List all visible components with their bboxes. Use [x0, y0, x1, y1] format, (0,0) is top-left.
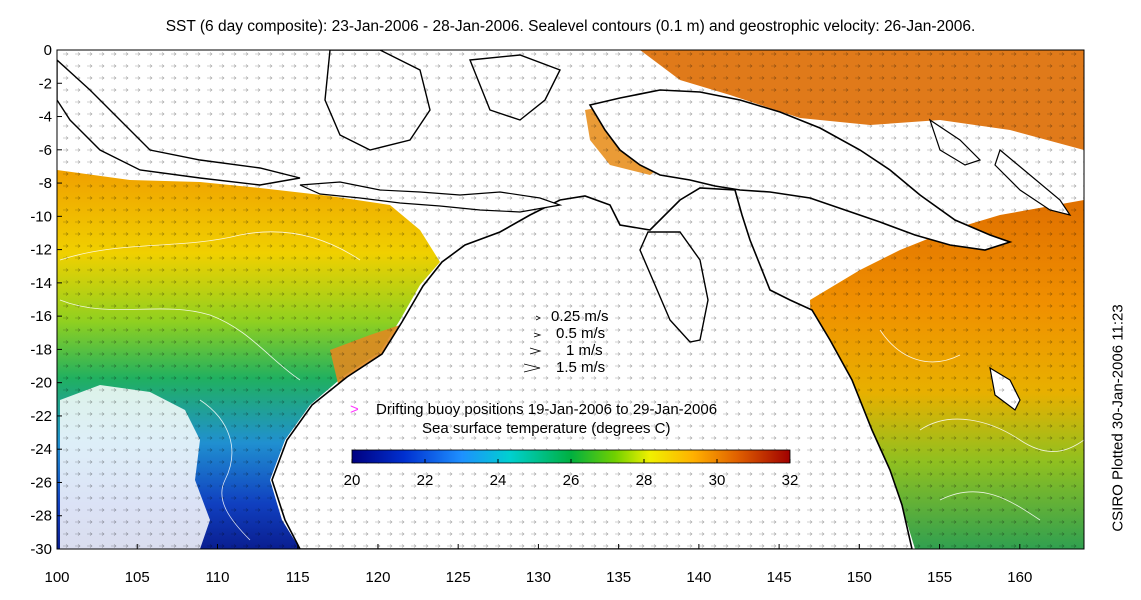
y-tick-label: -22	[30, 408, 52, 425]
x-axis-ticks: 100 105 110 115 120 125 130 135 140 145 150 155 160	[44, 544, 1032, 586]
y-tick-label: -18	[30, 341, 52, 358]
y-axis-ticks: 0 -2 -4 -6 -8 -10 -12 -14 -16 -18 -20 -22 -24 -26 -28 -…	[30, 42, 62, 558]
y-tick-label: -10	[30, 208, 52, 225]
colorbar-tick-label: 20	[343, 472, 361, 489]
x-tick-label: 115	[286, 569, 310, 586]
y-tick-label: -24	[30, 441, 52, 458]
sealevel-contours	[59, 231, 1084, 541]
arrow-1	[529, 347, 542, 355]
y-tick-label: -16	[30, 308, 52, 325]
x-tick-label: 160	[1007, 569, 1032, 586]
colorbar-ticks	[351, 459, 791, 463]
y-tick-label: -26	[30, 474, 52, 491]
arrow-0-25	[535, 315, 542, 321]
x-tick-label: 120	[365, 569, 390, 586]
x-tick-label: 100	[44, 569, 69, 586]
y-tick-label: -8	[39, 175, 52, 192]
y-tick-label: 0	[44, 42, 52, 59]
legend-speed-0-25: 0.25 m/s	[551, 308, 609, 325]
x-tick-label: 140	[686, 569, 711, 586]
colorbar-tick-label: 32	[781, 472, 799, 489]
y-tick-label: -30	[30, 541, 52, 558]
arrow-0-5	[533, 332, 542, 338]
y-tick-label: -12	[30, 242, 52, 259]
velocity-arrows	[57, 50, 1084, 549]
x-tick-label: 145	[767, 569, 792, 586]
colorbar-tick-label: 28	[635, 472, 653, 489]
colorbar-tick-label: 24	[489, 472, 507, 489]
buoy-symbol: >	[350, 401, 359, 418]
x-tick-label: 130	[526, 569, 551, 586]
arrow-1-5	[523, 363, 541, 373]
x-tick-label: 150	[847, 569, 872, 586]
velocity-legend-arrows	[523, 315, 542, 373]
colorbar-title: Sea surface temperature (degrees C)	[422, 420, 671, 437]
y-tick-label: -20	[30, 375, 52, 392]
y-tick-label: -6	[39, 142, 52, 159]
legend-speed-0-5: 0.5 m/s	[556, 325, 606, 342]
y-tick-label: -4	[39, 109, 52, 126]
x-tick-label: 135	[606, 569, 631, 586]
map-title: SST (6 day composite): 23-Jan-2006 - 28-…	[165, 18, 976, 35]
plotted-timestamp: CSIRO Plotted 30-Jan-2006 11:23	[1109, 304, 1127, 532]
colorbar-tick-label: 26	[562, 472, 580, 489]
x-tick-label: 110	[206, 569, 230, 586]
legend-speed-1-5: 1.5 m/s	[556, 359, 606, 376]
colorbar-tick-label: 30	[708, 472, 726, 489]
y-tick-label: -28	[30, 508, 52, 525]
y-tick-label: -2	[39, 75, 52, 92]
x-tick-label: 155	[927, 569, 952, 586]
legend-speed-1: 1 m/s	[566, 342, 603, 359]
x-tick-label: 105	[125, 569, 150, 586]
x-tick-label: 125	[446, 569, 471, 586]
colorbar-tick-label: 22	[416, 472, 434, 489]
buoy-legend-label: Drifting buoy positions 19-Jan-2006 to 2…	[376, 401, 718, 418]
y-tick-label: -14	[30, 275, 52, 292]
plot-frame	[56, 49, 1085, 550]
